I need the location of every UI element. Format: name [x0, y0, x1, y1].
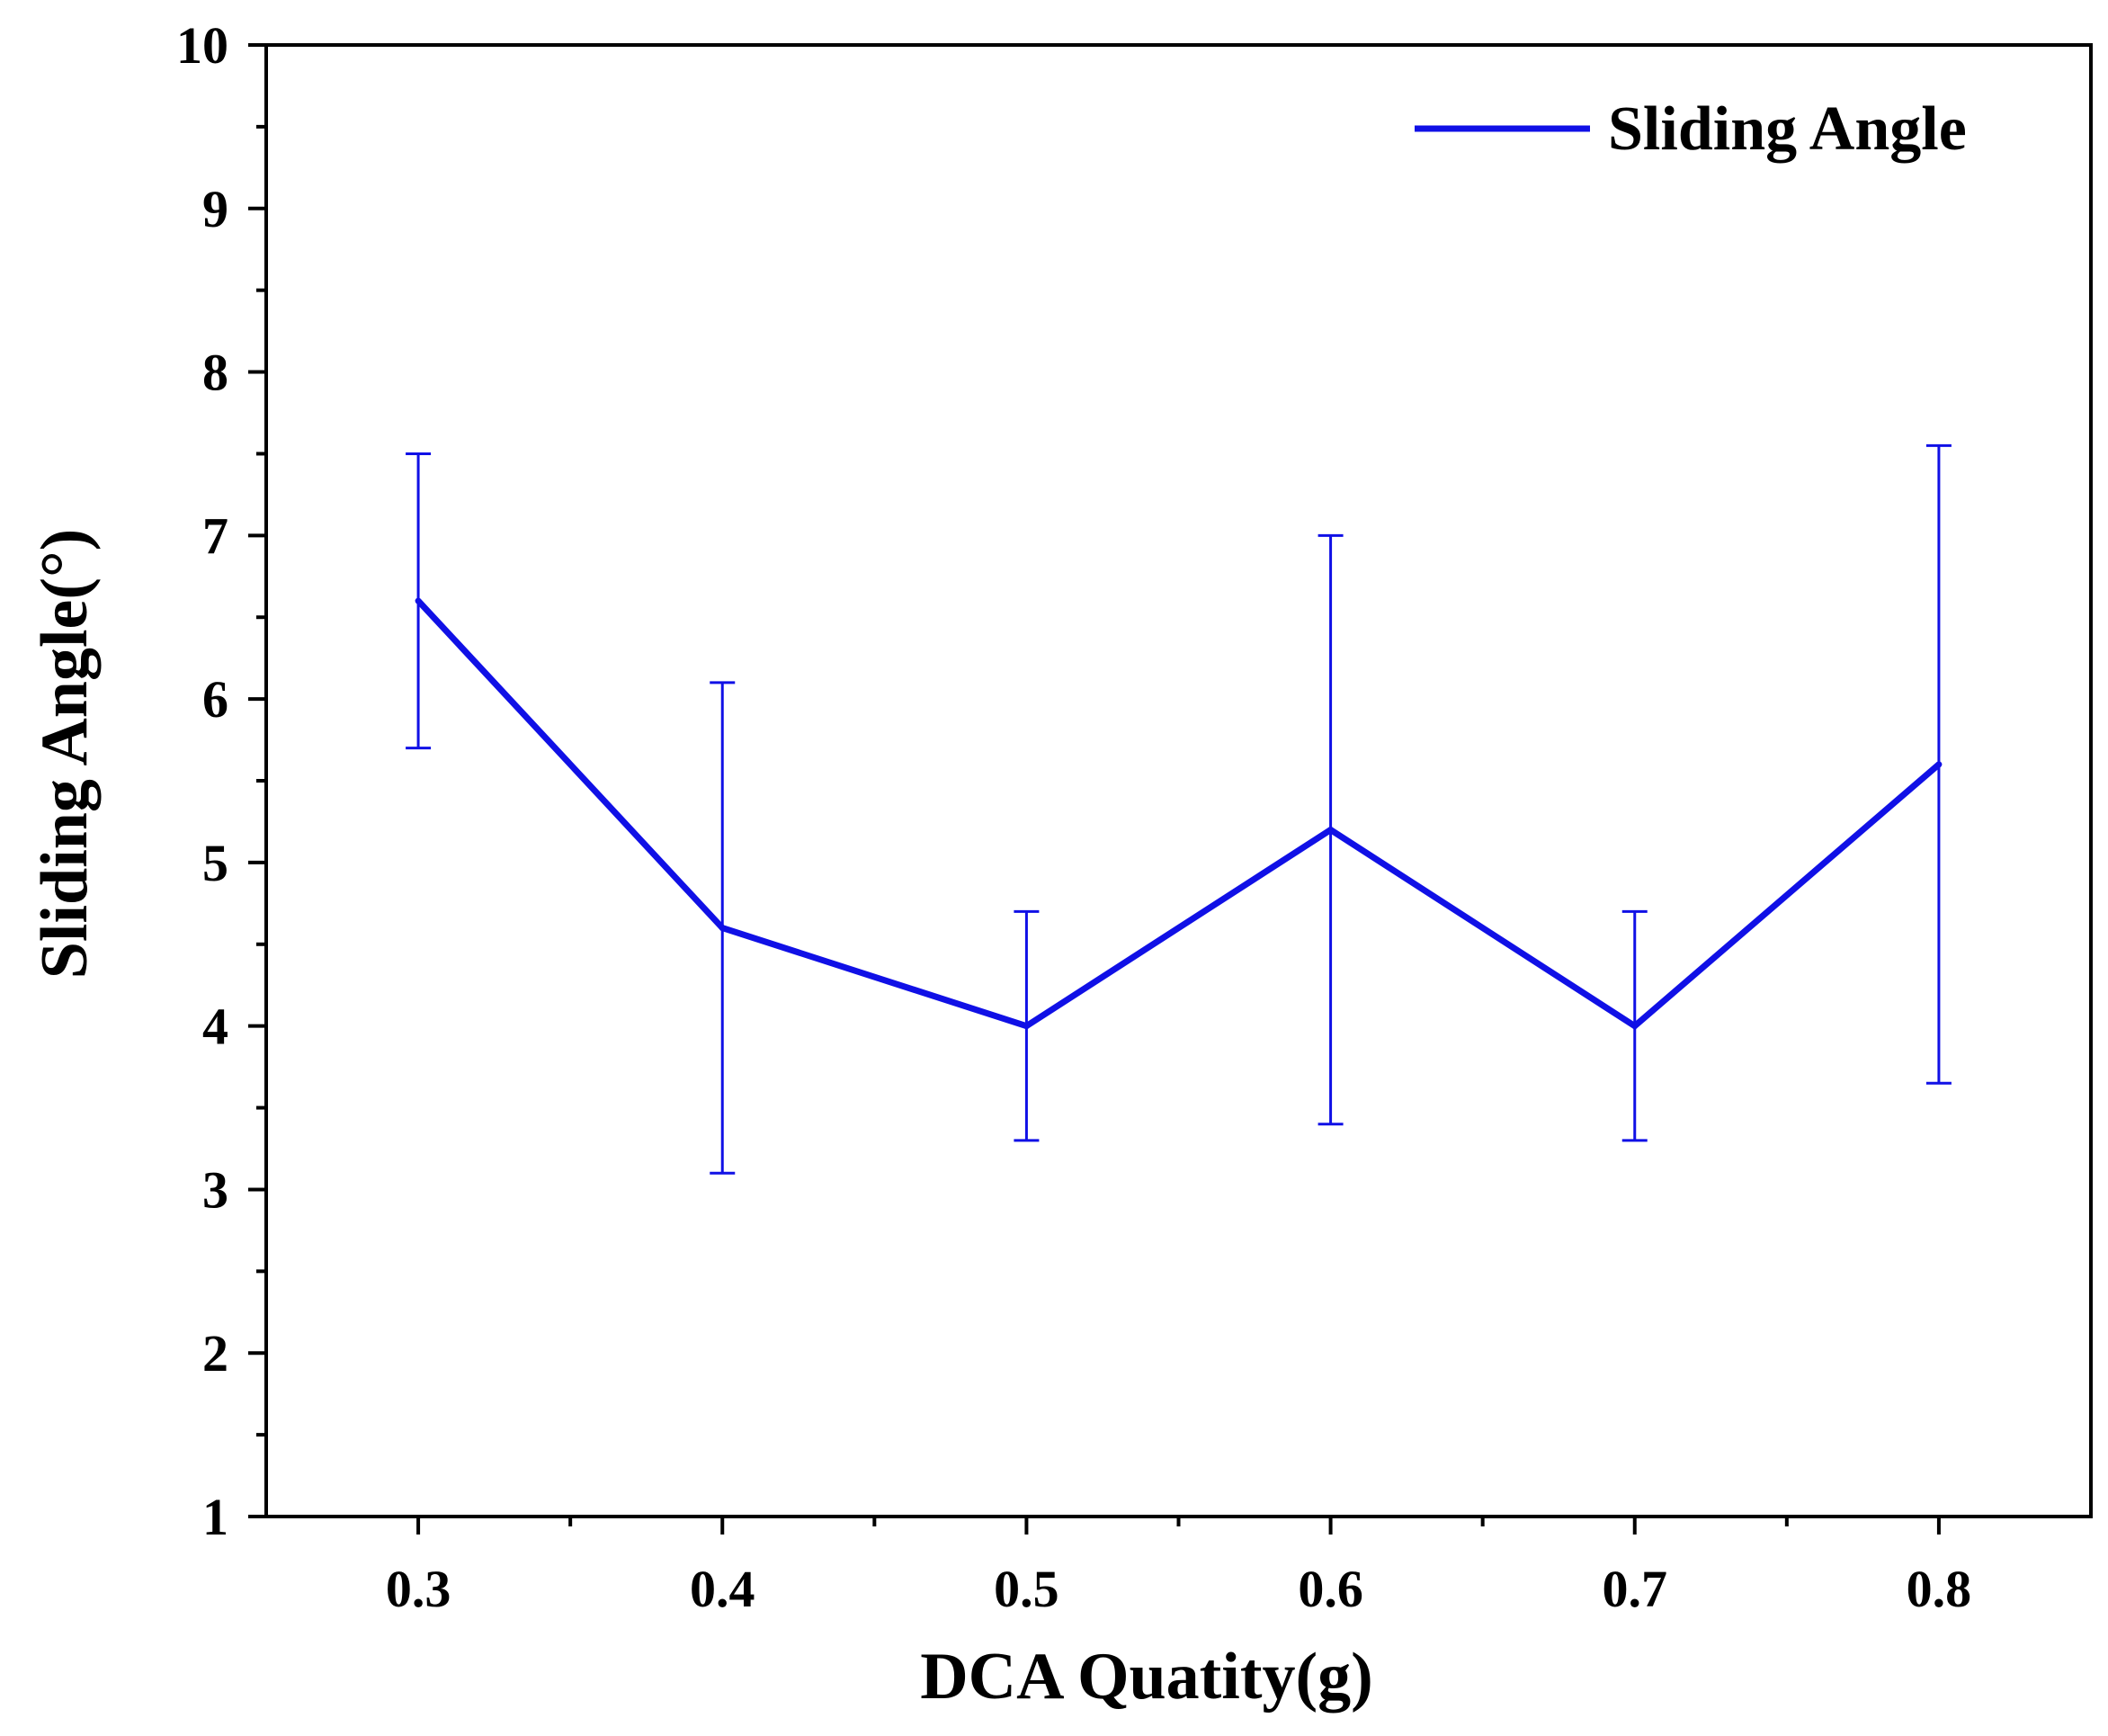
x-axis-title: DCA Quatity(g)	[920, 1640, 1373, 1714]
y-tick-label: 8	[202, 344, 228, 402]
y-tick-label: 3	[202, 1160, 228, 1219]
data-point	[415, 597, 422, 604]
series-line-sliding-angle	[415, 598, 1942, 1031]
x-tick-label: 0.6	[1298, 1560, 1363, 1618]
x-tick-label: 0.8	[1907, 1560, 1972, 1618]
y-axis-ticks: 1 2 3 4 5 6 7 8 9 10	[176, 16, 266, 1546]
y-tick-label: 1	[202, 1488, 228, 1546]
data-point	[1935, 761, 1943, 768]
y-tick-label: 6	[202, 670, 228, 729]
y-tick-label: 7	[202, 506, 228, 565]
error-bars	[406, 443, 1952, 1175]
axes	[264, 43, 2093, 1518]
y-tick-label: 4	[202, 998, 228, 1056]
y-tick-label: 2	[202, 1324, 228, 1383]
x-tick-label: 0.7	[1603, 1560, 1668, 1618]
data-point	[1327, 827, 1335, 834]
series-layer	[415, 597, 1943, 1031]
y-axis-title: Sliding Angle(°)	[28, 529, 102, 979]
legend-label-sliding-angle: Sliding Angle	[1608, 94, 1967, 164]
legend[interactable]: Sliding Angle	[1415, 94, 1967, 164]
x-tick-label: 0.3	[386, 1560, 451, 1618]
x-axis-ticks: 0.3 0.4 0.5 0.6 0.7 0.8	[386, 1517, 1971, 1618]
y-tick-label: 5	[202, 834, 228, 892]
y-tick-label: 10	[176, 16, 228, 75]
plot-frame	[264, 43, 2093, 1518]
x-tick-label: 0.5	[994, 1560, 1059, 1618]
data-point	[1631, 1023, 1639, 1030]
x-tick-label: 0.4	[690, 1560, 755, 1618]
y-tick-label: 9	[202, 180, 228, 238]
data-point	[1023, 1023, 1030, 1030]
data-point	[719, 925, 726, 932]
